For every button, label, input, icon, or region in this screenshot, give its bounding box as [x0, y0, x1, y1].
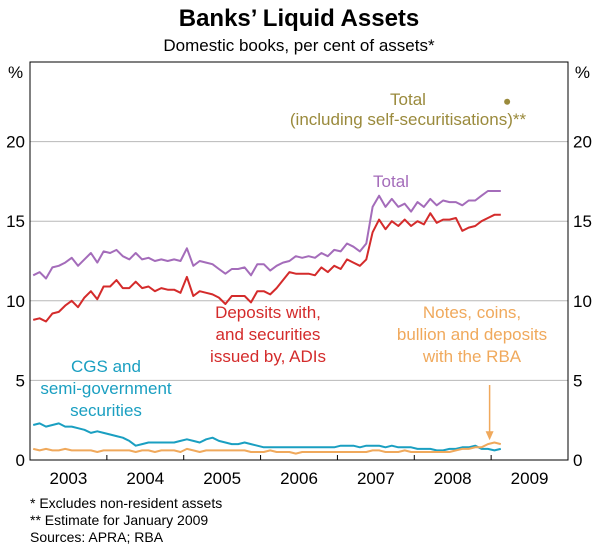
y-tick-label-right-0: 0 [573, 451, 582, 470]
y-tick-label-right-15: 15 [573, 212, 592, 231]
annotation-adi-line-3: issued by, ADIs [210, 347, 326, 366]
x-tick-label-2009: 2009 [511, 469, 549, 488]
annotation-layer: Total(including self-securitisations)**T… [40, 90, 547, 441]
plot-frame [29, 61, 569, 461]
x-tick-label-2008: 2008 [434, 469, 472, 488]
y-tick-label-left-20: 20 [6, 133, 25, 152]
series-line-0 [32, 190, 501, 280]
series-line-1 [32, 212, 501, 323]
grid-layer [30, 141, 568, 381]
y-unit-left: % [8, 63, 23, 82]
y-tick-label-left-10: 10 [6, 292, 25, 311]
x-tick-label-2007: 2007 [357, 469, 395, 488]
series-layer [32, 98, 511, 455]
x-tick-label-2005: 2005 [203, 469, 241, 488]
annotation-notes-line-2: bullion and deposits [397, 325, 547, 344]
footnote-2: ** Estimate for January 2009 [30, 512, 208, 528]
y-unit-right: % [575, 63, 590, 82]
annotation-cgs-line-1: CGS and [71, 357, 141, 376]
annotation-cgs-line-3: securities [70, 401, 142, 420]
annotation-total-line-1: Total [373, 172, 409, 191]
annotation-notes-line-1: Notes, coins, [423, 303, 521, 322]
axis-layer: 0 0 5 5 10 10 15 15 20 20 2003 2004 2005 2006 2007 2008… [6, 61, 592, 488]
y-tick-label-right-10: 10 [573, 292, 592, 311]
footnote-3: Sources: APRA; RBA [30, 529, 164, 545]
annotation-est-line-1: Total [390, 90, 426, 109]
annotation-adi-line-1: Deposits with, [215, 303, 321, 322]
y-tick-label-right-20: 20 [573, 133, 592, 152]
x-tick-label-2003: 2003 [50, 469, 88, 488]
x-tick-label-2006: 2006 [280, 469, 318, 488]
annotation-notes-arrow-head [485, 431, 494, 441]
annotation-adi-line-2: and securities [216, 325, 321, 344]
footnote-1: * Excludes non-resident assets [30, 495, 222, 511]
annotation-est-line-2: (including self-securitisations)** [290, 110, 527, 129]
annotation-cgs-line-2: semi-government [40, 379, 172, 398]
y-tick-label-left-5: 5 [16, 371, 25, 390]
x-tick-label-2004: 2004 [126, 469, 164, 488]
annotation-notes-line-3: with the RBA [422, 347, 522, 366]
estimate-point [504, 98, 511, 105]
series-line-3 [32, 441, 502, 455]
y-tick-label-right-5: 5 [573, 371, 582, 390]
series-line-2 [32, 422, 502, 452]
chart-subtitle: Domestic books, per cent of assets* [163, 36, 435, 55]
y-tick-label-left-0: 0 [16, 451, 25, 470]
chart-title: Banks’ Liquid Assets [179, 5, 420, 32]
y-tick-label-left-15: 15 [6, 212, 25, 231]
